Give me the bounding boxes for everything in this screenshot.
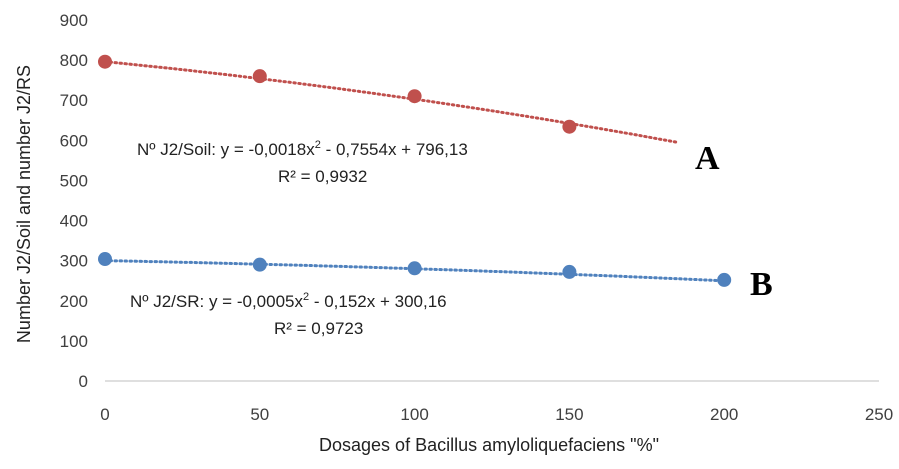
data-point-b: [407, 261, 422, 276]
y-tick-label: 700: [60, 91, 88, 110]
equation-b: Nº J2/SR: y = -0,0005x2 - 0,152x + 300,1…: [130, 291, 447, 311]
data-point-a: [98, 54, 112, 69]
data-point-b: [252, 257, 267, 272]
y-axis-title: Number J2/Soil and number J2/RS: [14, 65, 34, 343]
series-b-letter: B: [750, 266, 773, 303]
y-tick-label: 800: [60, 51, 88, 70]
x-tick-label: 250: [865, 405, 893, 424]
x-tick-labels: 0 50 100 150 200 250: [100, 405, 893, 424]
y-tick-label: 200: [60, 292, 88, 311]
series-a-letter: A: [695, 140, 720, 177]
y-tick-label: 300: [60, 252, 88, 271]
r2-b: R² = 0,9723: [274, 319, 363, 338]
data-point-a: [407, 89, 422, 104]
data-point-a: [252, 69, 267, 84]
equation-a: Nº J2/Soil: y = -0,0018x2 - 0,7554x + 79…: [137, 139, 468, 159]
equation-b-suffix: - 0,152x + 300,16: [309, 292, 447, 311]
r2-a: R² = 0,9932: [278, 167, 367, 186]
trendline-a: [103, 60, 680, 144]
equation-a-exponent: 2: [315, 139, 321, 151]
data-point-b: [98, 252, 112, 267]
y-tick-label: 0: [79, 372, 88, 391]
y-tick-label: 900: [60, 11, 88, 30]
y-tick-label: 100: [60, 332, 88, 351]
y-tick-label: 500: [60, 171, 88, 190]
equation-a-prefix: Nº J2/Soil: y = -0,0018x: [137, 140, 315, 159]
y-tick-labels: 0 100 200 300 400 500 600 700 800 900: [60, 11, 88, 391]
equation-a-suffix: - 0,7554x + 796,13: [321, 140, 468, 159]
equation-b-prefix: Nº J2/SR: y = -0,0005x: [130, 292, 303, 311]
data-point-b: [717, 272, 732, 287]
data-points: [98, 54, 732, 287]
data-point-b: [562, 264, 577, 279]
x-tick-label: 100: [400, 405, 428, 424]
x-tick-label: 50: [250, 405, 269, 424]
data-point-a: [562, 119, 577, 134]
y-tick-label: 600: [60, 131, 88, 150]
x-tick-label: 200: [710, 405, 738, 424]
x-tick-label: 150: [555, 405, 583, 424]
equation-b-exponent: 2: [303, 291, 309, 303]
x-axis-title: Dosages of Bacillus amyloliquefaciens "%…: [319, 435, 659, 455]
y-tick-label: 400: [60, 212, 88, 231]
x-tick-label: 0: [100, 405, 109, 424]
